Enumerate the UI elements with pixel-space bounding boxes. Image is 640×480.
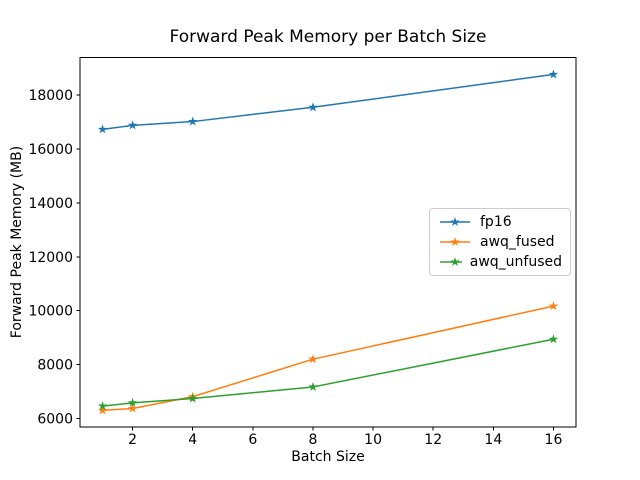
legend-item-fp16: fp16: [438, 212, 562, 232]
x-tick-label: 6: [248, 432, 257, 448]
legend-marker-fp16: [440, 217, 470, 227]
awq_fused-line: [102, 305, 554, 412]
legend-label-awq_fused: awq_fused: [480, 234, 555, 250]
awq_fused-marker-batch-1: [97, 405, 108, 415]
fp16-marker-batch-1: [97, 124, 108, 134]
awq_unfused-marker-batch-1: [97, 401, 108, 411]
legend-item-awq_unfused: awq_unfused: [438, 252, 562, 272]
legend-marker-awq_unfused: [440, 257, 462, 267]
fp16-line: [102, 73, 554, 131]
legend: fp16 awq_fused awq_unfused: [429, 208, 571, 276]
x-tick-label: 8: [309, 432, 318, 448]
fp16-marker-batch-16: [548, 69, 559, 79]
x-tick-label: 4: [188, 432, 197, 448]
y-tick-label: 10000: [28, 304, 73, 320]
fp16-marker-batch-2: [127, 120, 138, 130]
awq_fused-marker-batch-8: [308, 354, 318, 364]
x-tick-label: 16: [545, 432, 563, 448]
legend-label-awq_unfused: awq_unfused: [469, 254, 562, 270]
plot-frame: [79, 57, 577, 428]
awq_unfused-marker-batch-2: [127, 397, 138, 407]
chart-title: Forward Peak Memory per Batch Size: [169, 27, 487, 47]
awq_unfused-marker-batch-8: [308, 381, 318, 391]
legend-label-fp16: fp16: [480, 214, 512, 230]
awq_fused-marker-batch-2: [127, 403, 138, 413]
y-tick-label: 16000: [28, 142, 73, 158]
legend-item-awq_fused: awq_fused: [438, 232, 562, 252]
y-tick-label: 8000: [37, 358, 73, 374]
x-tick-label: 10: [364, 432, 382, 448]
y-tick-label: 18000: [28, 88, 73, 104]
x-tick-label: 12: [424, 432, 442, 448]
awq_unfused-marker-batch-4: [187, 393, 198, 403]
y-tick-label: 12000: [28, 250, 73, 266]
x-tick-label: 14: [484, 432, 502, 448]
x-tick-label: 2: [128, 432, 137, 448]
awq_unfused-line: [102, 338, 554, 407]
y-tick-label: 14000: [28, 196, 73, 212]
fp16-marker-batch-4: [187, 116, 198, 126]
x-axis-label: Batch Size: [291, 449, 365, 465]
awq_fused-marker-batch-16: [548, 301, 559, 311]
legend-marker-awq_fused: [440, 237, 470, 247]
awq_unfused-marker-batch-16: [548, 334, 559, 344]
y-tick-label: 6000: [37, 411, 73, 427]
fp16-marker-batch-8: [308, 102, 318, 112]
